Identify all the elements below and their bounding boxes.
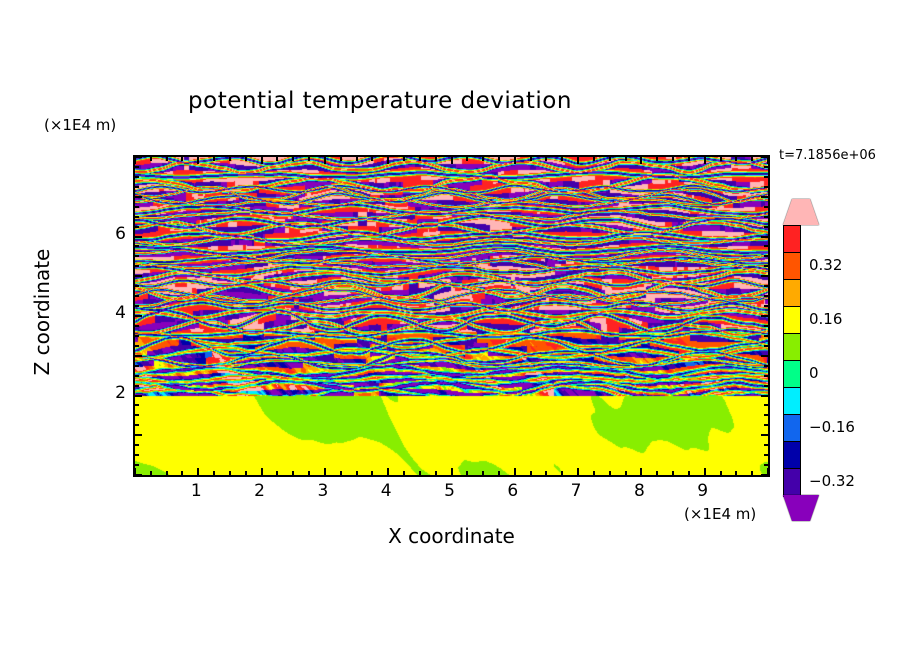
contour-field-canvas (135, 157, 768, 475)
x-tick-label: 2 (254, 481, 265, 501)
y-tick-label: 2 (115, 382, 126, 403)
colorbar-band (783, 414, 801, 443)
chart-title: potential temperature deviation (188, 88, 572, 114)
colorbar-band (783, 252, 801, 281)
x-tick-label: 7 (570, 481, 582, 501)
colorbar-tick-label: 0.32 (809, 255, 843, 274)
colorbar-band (783, 441, 801, 470)
x-axis-unit-label: (×1E4 m) (684, 505, 757, 523)
colorbar-tick-label: 0.16 (809, 309, 843, 328)
x-tick-label: 5 (444, 481, 455, 501)
x-tick-label: 1 (190, 481, 202, 501)
x-tick-label: 6 (507, 481, 519, 501)
colorbar-tick-label: −0.32 (809, 471, 855, 490)
colorbar-tick-label: −0.16 (809, 417, 855, 436)
contour-plot-area (133, 155, 770, 477)
x-tick-label: 4 (380, 481, 392, 501)
x-tick-label: 3 (317, 481, 329, 501)
colorbar-band (783, 225, 801, 254)
colorbar-tick-label: 0 (809, 363, 819, 382)
time-annotation: t=7.1856e+06 (779, 148, 876, 163)
colorbar-extend-min (783, 495, 819, 521)
y-tick-label: 4 (115, 303, 126, 323)
colorbar-band (783, 279, 801, 308)
x-tick-label: 9 (697, 481, 709, 501)
colorbar-band (783, 333, 801, 362)
colorbar-band (783, 387, 801, 416)
colorbar: 0.32 0.16 0 −0.16 −0.32 (783, 199, 855, 521)
colorbar-extend-max (783, 199, 819, 225)
y-tick-label: 6 (115, 223, 126, 244)
x-axis-label: X coordinate (388, 524, 515, 548)
colorbar-band (783, 468, 801, 497)
colorbar-band (783, 306, 801, 335)
colorbar-band (783, 360, 801, 389)
y-axis-label: Z coordinate (30, 248, 54, 376)
z-axis-unit-label: (×1E4 m) (44, 116, 117, 134)
x-tick-label: 8 (633, 481, 645, 501)
